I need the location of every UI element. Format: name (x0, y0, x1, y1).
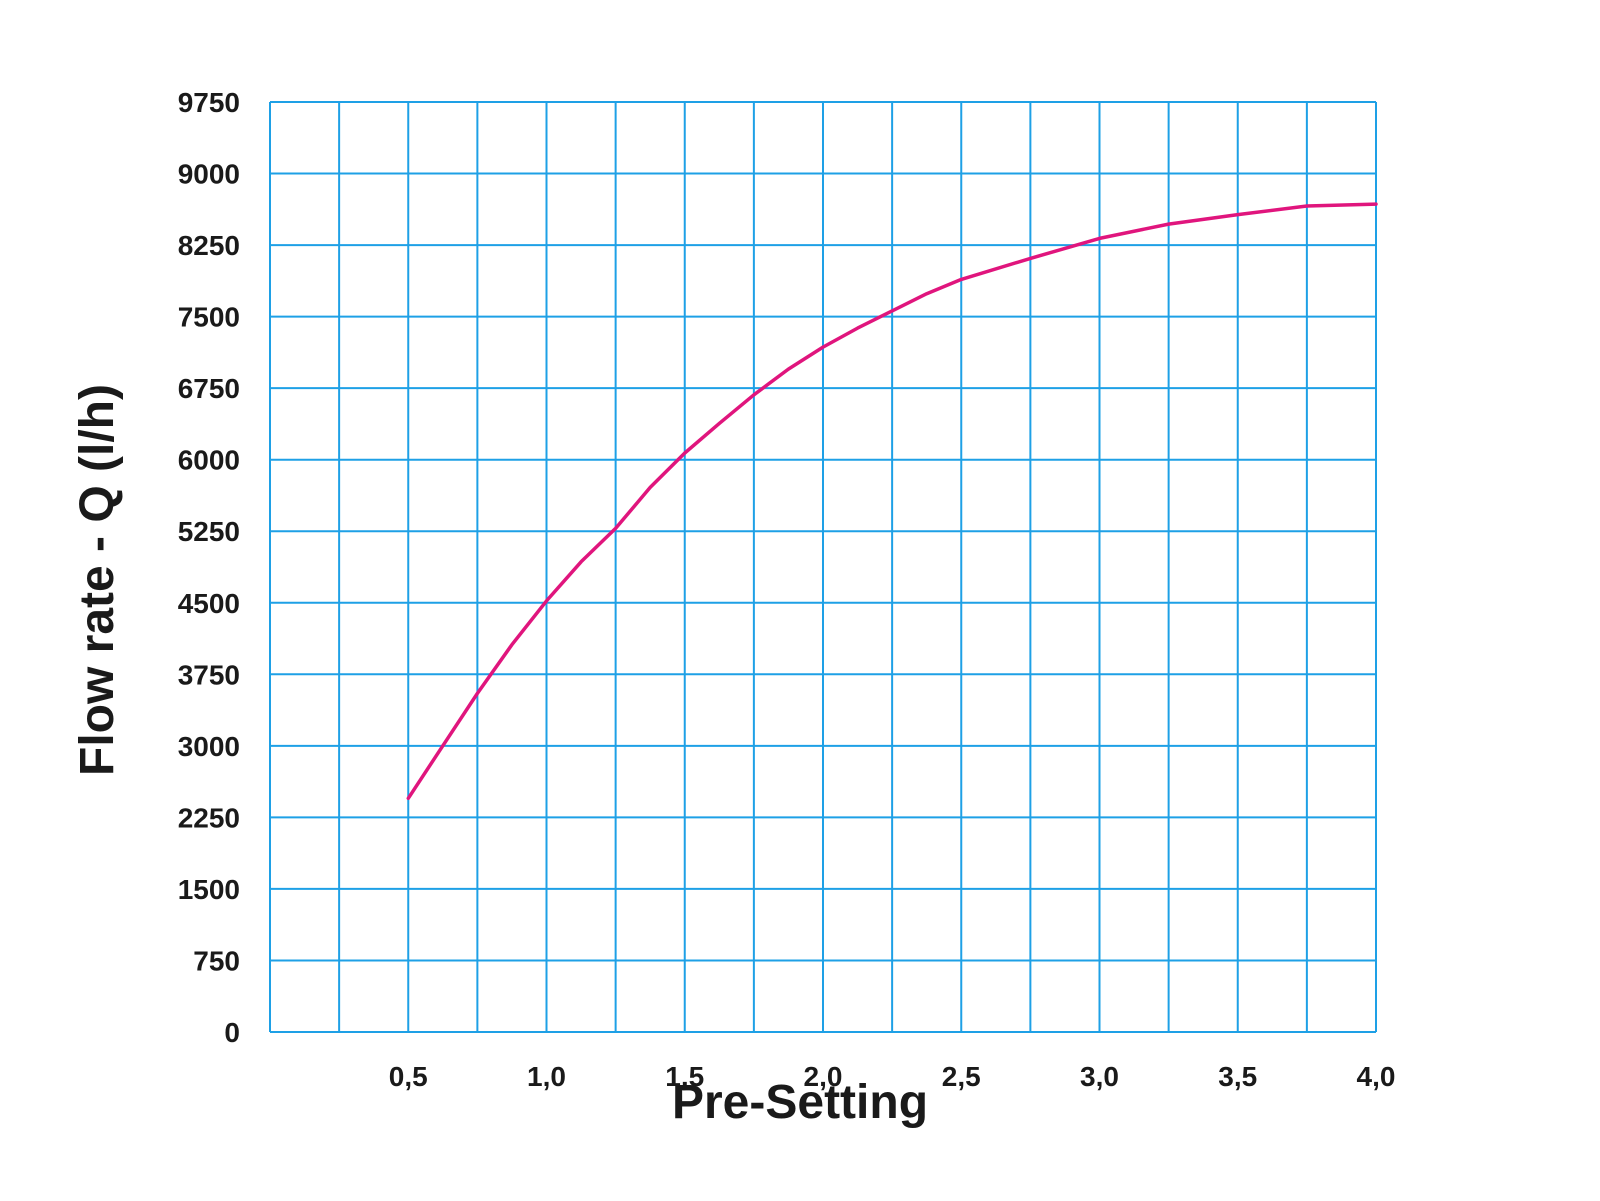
y-tick-label: 5250 (178, 516, 240, 547)
y-tick-label: 3750 (178, 659, 240, 690)
y-tick-label: 6000 (178, 445, 240, 476)
x-tick-label: 3,5 (1218, 1061, 1257, 1092)
x-tick-label: 0,5 (389, 1061, 428, 1092)
x-tick-label: 3,0 (1080, 1061, 1119, 1092)
x-axis-title: Pre-Setting (672, 1076, 928, 1129)
y-tick-label: 7500 (178, 302, 240, 333)
y-tick-label: 4500 (178, 588, 240, 619)
x-tick-label: 2,0 (804, 1061, 843, 1092)
y-tick-labels: 0 750 1500 2250 3000 3750 4500 5250 6000 6750 7500… (178, 87, 240, 1048)
y-tick-label: 9000 (178, 159, 240, 190)
x-tick-label: 4,0 (1357, 1061, 1396, 1092)
y-tick-label: 8250 (178, 230, 240, 261)
y-tick-label: 2250 (178, 802, 240, 833)
x-tick-label: 1,0 (527, 1061, 566, 1092)
x-tick-label: 1,5 (665, 1061, 704, 1092)
grid (269, 101, 1377, 1033)
series-layer (406, 202, 1378, 801)
y-tick-label: 750 (193, 945, 240, 976)
y-tick-label: 6750 (178, 373, 240, 404)
series-line-flow-rate (406, 202, 1378, 801)
x-tick-label: 2,5 (942, 1061, 981, 1092)
x-tick-labels: 0,5 1,0 1,5 2,0 2,5 3,0 3,5 4,0 (389, 1061, 1396, 1092)
y-tick-label: 0 (224, 1017, 240, 1048)
y-tick-label: 3000 (178, 731, 240, 762)
y-tick-label: 1500 (178, 874, 240, 905)
y-tick-label: 9750 (178, 87, 240, 118)
y-axis-title: Flow rate - Q (l/h) (71, 384, 124, 776)
